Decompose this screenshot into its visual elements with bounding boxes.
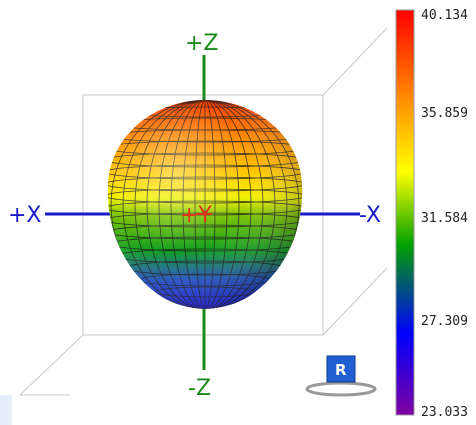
plus-y-label: +Y xyxy=(180,203,212,228)
plus-z-label: +Z xyxy=(185,31,219,56)
reset-view-label: R xyxy=(335,361,347,379)
color-scale-bar xyxy=(395,9,415,416)
minus-z-label: -Z xyxy=(188,376,211,401)
corner-fade xyxy=(0,395,12,425)
colorbar-tick-0: 40.134 xyxy=(421,8,468,23)
colorbar-tick-1: 35.859 xyxy=(421,106,468,121)
colorbar-tick-2: 31.584 xyxy=(421,211,468,226)
reset-view-button[interactable]: R xyxy=(305,355,377,397)
rotation-ring-icon xyxy=(305,381,377,397)
radiation-pattern-surface xyxy=(107,100,303,309)
plus-x-label: +X xyxy=(8,203,42,228)
minus-x-label: -X xyxy=(359,203,381,228)
colorbar-tick-4: 23.033 xyxy=(421,405,468,420)
colorbar-tick-3: 27.309 xyxy=(421,314,468,329)
